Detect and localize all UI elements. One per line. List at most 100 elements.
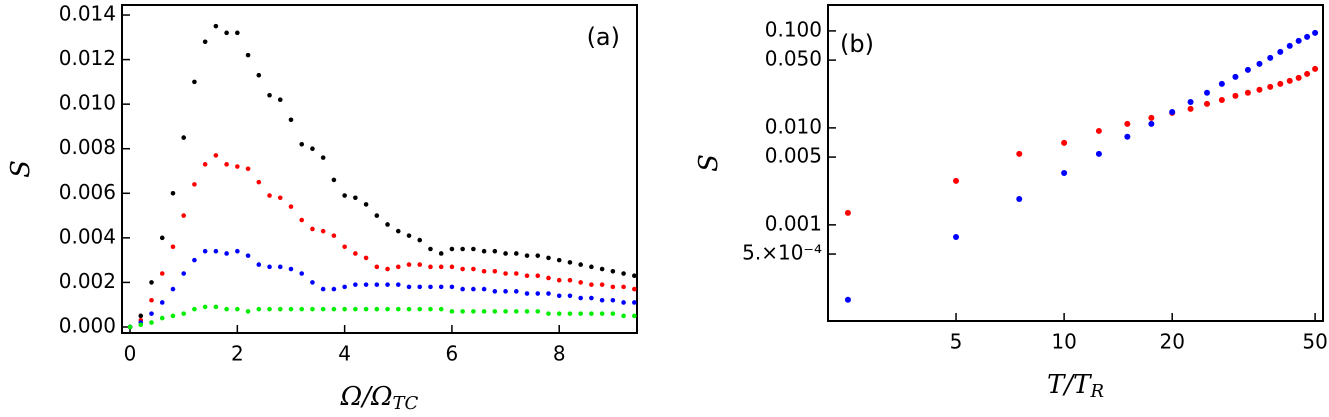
x-tick-label: 0 <box>124 342 137 366</box>
point <box>953 233 960 240</box>
point <box>192 306 197 312</box>
point <box>224 251 229 256</box>
point <box>213 304 219 310</box>
point <box>621 313 626 319</box>
point <box>481 286 487 292</box>
point <box>535 253 541 258</box>
point <box>181 213 186 218</box>
point <box>610 311 616 316</box>
point <box>406 262 412 267</box>
point <box>1244 89 1251 96</box>
point <box>1016 195 1023 202</box>
point <box>363 202 369 207</box>
point <box>353 282 358 287</box>
point <box>438 284 444 290</box>
y-tick-label: 0.010 <box>765 114 822 138</box>
point <box>844 296 851 303</box>
point <box>245 309 251 314</box>
point <box>224 30 229 36</box>
point <box>256 179 262 185</box>
point <box>1286 42 1293 49</box>
point <box>374 306 380 312</box>
point <box>503 271 508 276</box>
point <box>438 306 444 312</box>
point <box>1095 150 1102 157</box>
point <box>524 253 530 258</box>
y-tick-label: 0.050 <box>765 47 822 71</box>
x-axis-label-main: T/T <box>1047 370 1092 400</box>
point <box>417 237 423 243</box>
point <box>599 297 605 303</box>
point <box>610 297 616 303</box>
point <box>1204 89 1211 96</box>
point <box>428 306 433 312</box>
x-tick-label: 5 <box>950 330 963 354</box>
point <box>256 306 262 312</box>
point <box>567 311 573 316</box>
point <box>599 266 605 272</box>
point <box>320 228 326 234</box>
point <box>310 226 315 232</box>
point <box>149 311 154 316</box>
point <box>149 297 154 303</box>
point <box>610 284 616 290</box>
point <box>417 306 423 312</box>
point <box>202 304 208 310</box>
point <box>138 322 144 328</box>
point <box>342 306 347 312</box>
point <box>632 273 637 279</box>
point <box>224 162 229 167</box>
point <box>235 30 240 36</box>
y-tick-label: 0.012 <box>59 46 116 70</box>
point <box>556 277 562 283</box>
point <box>481 268 487 274</box>
point <box>599 311 605 316</box>
point <box>428 246 433 252</box>
y-tick-label: 5.×10⁻⁴ <box>742 241 822 265</box>
point <box>170 286 176 292</box>
point <box>503 309 508 314</box>
point <box>578 262 583 267</box>
point <box>385 222 390 227</box>
point <box>503 289 508 294</box>
point <box>513 271 519 276</box>
point <box>1218 96 1225 103</box>
point <box>589 264 594 270</box>
point <box>363 306 369 312</box>
point <box>556 311 562 316</box>
point <box>1187 105 1194 112</box>
point <box>320 155 326 160</box>
point <box>589 311 594 316</box>
point <box>385 282 390 287</box>
point <box>417 262 423 267</box>
point <box>170 244 176 250</box>
point <box>524 309 530 314</box>
y-axis-label: S <box>694 154 724 172</box>
y-tick-label: 0.008 <box>59 135 116 159</box>
point <box>428 264 433 270</box>
point <box>1204 100 1211 107</box>
y-tick-label: 0.005 <box>765 144 822 168</box>
point <box>267 264 272 270</box>
point <box>460 309 465 314</box>
point <box>331 233 337 238</box>
y-tick-label: 0.014 <box>59 2 116 26</box>
point <box>632 313 637 319</box>
point <box>342 244 347 250</box>
point <box>632 300 637 305</box>
point <box>342 193 347 198</box>
point <box>406 306 412 312</box>
point <box>438 251 444 256</box>
point <box>138 313 144 319</box>
point <box>546 275 551 281</box>
x-tick-label: 8 <box>553 342 566 366</box>
y-axis-label: S <box>6 160 36 178</box>
point <box>1267 83 1274 90</box>
point <box>374 213 380 218</box>
point <box>395 282 401 287</box>
x-tick-label: 20 <box>1159 330 1184 354</box>
point <box>331 177 337 183</box>
point <box>1304 70 1311 77</box>
point <box>1256 86 1263 93</box>
